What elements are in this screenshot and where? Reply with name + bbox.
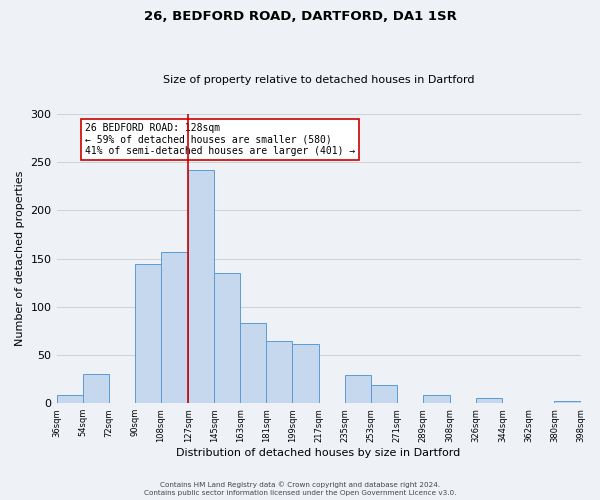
Bar [554, 402, 581, 403]
Title: Size of property relative to detached houses in Dartford: Size of property relative to detached ho… [163, 76, 474, 86]
Bar [135, 264, 161, 403]
Text: 26 BEDFORD ROAD: 128sqm
← 59% of detached houses are smaller (580)
41% of semi-d: 26 BEDFORD ROAD: 128sqm ← 59% of detache… [85, 122, 356, 156]
Text: Contains public sector information licensed under the Open Government Licence v3: Contains public sector information licen… [144, 490, 456, 496]
Bar [214, 273, 241, 403]
Bar [292, 344, 319, 403]
Bar [188, 170, 214, 403]
Bar [476, 398, 502, 403]
Text: Contains HM Land Registry data © Crown copyright and database right 2024.: Contains HM Land Registry data © Crown c… [160, 481, 440, 488]
Bar [161, 252, 188, 403]
Bar [344, 376, 371, 403]
X-axis label: Distribution of detached houses by size in Dartford: Distribution of detached houses by size … [176, 448, 461, 458]
Bar [241, 323, 266, 403]
Bar [423, 394, 450, 403]
Bar [371, 385, 397, 403]
Y-axis label: Number of detached properties: Number of detached properties [15, 171, 25, 346]
Bar [83, 374, 109, 403]
Bar [266, 340, 292, 403]
Text: 26, BEDFORD ROAD, DARTFORD, DA1 1SR: 26, BEDFORD ROAD, DARTFORD, DA1 1SR [143, 10, 457, 23]
Bar [56, 396, 83, 403]
